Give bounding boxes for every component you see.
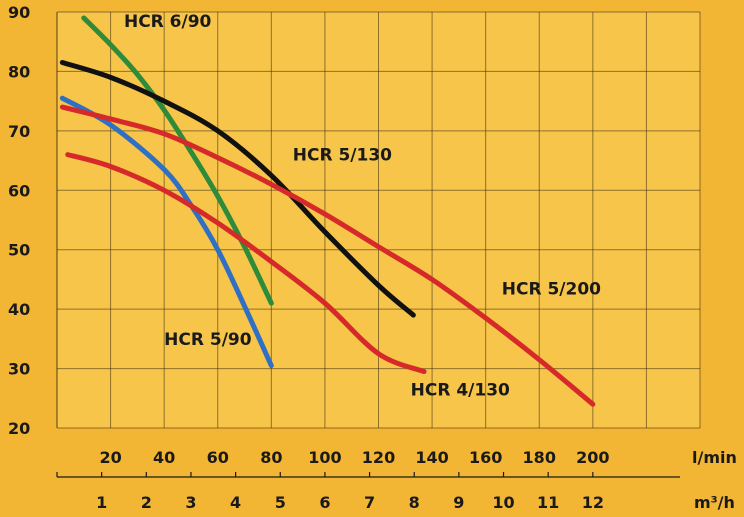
- curve-label: HCR 4/130: [411, 380, 510, 400]
- x2-tick-label: 9: [453, 493, 464, 512]
- x2-tick-label: 7: [364, 493, 375, 512]
- x-tick-label: 60: [207, 448, 229, 467]
- x-tick-label: 20: [99, 448, 121, 467]
- y-tick-label: 80: [8, 62, 30, 81]
- x-axis-ticks-lmin: 20 40 60 80 100 120 140 160 180 200: [99, 448, 609, 467]
- x-tick-label: 40: [153, 448, 175, 467]
- x-tick-label: 180: [523, 448, 556, 467]
- x2-tick-label: 2: [141, 493, 152, 512]
- x-tick-label: 120: [362, 448, 395, 467]
- x2-tick-label: 12: [582, 493, 604, 512]
- x-tick-label: 100: [308, 448, 341, 467]
- x2-tick-label: 4: [230, 493, 241, 512]
- y-tick-label: 30: [8, 360, 30, 379]
- y-tick-label: 70: [8, 122, 30, 141]
- curve-label: HCR 5/130: [293, 146, 392, 166]
- x2-tick-label: 10: [492, 493, 514, 512]
- x-axis-unit-m3h: m³/h: [694, 493, 735, 512]
- x-tick-label: 200: [576, 448, 609, 467]
- x2-tick-label: 1: [96, 493, 107, 512]
- curve-label: HCR 6/90: [124, 12, 212, 32]
- x2-tick-label: 5: [275, 493, 286, 512]
- curve-label: HCR 5/90: [164, 330, 252, 350]
- y-axis-ticks: 20 30 40 50 60 70 80 90: [8, 3, 30, 438]
- x2-tick-label: 8: [409, 493, 420, 512]
- x-axis-unit-lmin: l/min: [692, 448, 737, 467]
- curve-label: HCR 5/200: [502, 279, 601, 299]
- y-tick-label: 60: [8, 181, 30, 200]
- x-tick-label: 140: [415, 448, 448, 467]
- x2-tick-label: 3: [185, 493, 196, 512]
- x-axis-m3h: 1 2 3 4 5 6 7 8 9 10 11 12: [57, 472, 680, 512]
- x-tick-label: 160: [469, 448, 502, 467]
- y-tick-label: 20: [8, 419, 30, 438]
- y-tick-label: 50: [8, 241, 30, 260]
- x2-tick-label: 6: [319, 493, 330, 512]
- x-tick-label: 80: [260, 448, 282, 467]
- x2-tick-label: 11: [537, 493, 559, 512]
- y-tick-label: 40: [8, 300, 30, 319]
- y-tick-label: 90: [8, 3, 30, 22]
